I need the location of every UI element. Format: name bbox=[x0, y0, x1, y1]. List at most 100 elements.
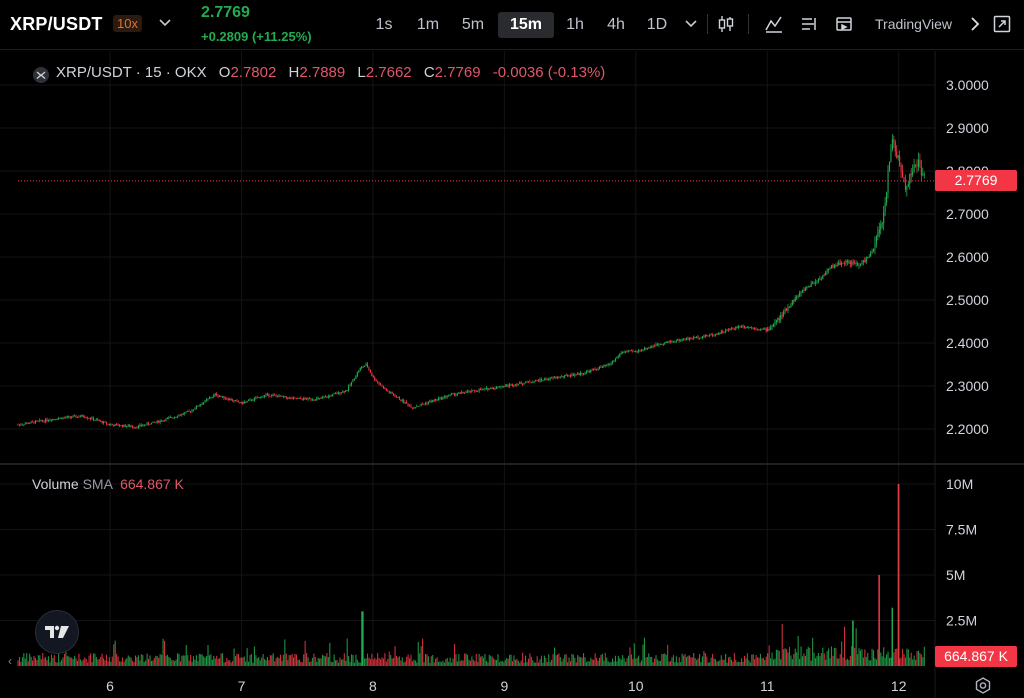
candle-body bbox=[777, 318, 779, 321]
volume-bar bbox=[429, 662, 431, 666]
volume-bar bbox=[887, 651, 889, 666]
candle-body bbox=[424, 403, 427, 404]
volume-bar bbox=[320, 658, 322, 666]
tab-1m[interactable]: 1m bbox=[416, 16, 440, 33]
candle-body bbox=[697, 336, 699, 339]
candle-body bbox=[549, 377, 551, 380]
candle-body bbox=[536, 380, 538, 381]
candle-body bbox=[165, 418, 167, 421]
volume-bar bbox=[407, 654, 409, 666]
candle-body bbox=[119, 425, 121, 427]
candle-body bbox=[867, 256, 869, 258]
volume-bar bbox=[893, 652, 895, 666]
volume-bar bbox=[171, 660, 173, 666]
volume-bar bbox=[648, 653, 650, 666]
candle-body bbox=[56, 419, 58, 421]
candle-body bbox=[803, 290, 805, 291]
candle-body bbox=[545, 378, 547, 380]
volume-bar bbox=[717, 661, 719, 666]
candle-body bbox=[632, 350, 634, 352]
candle-body bbox=[445, 396, 447, 398]
volume-bar bbox=[145, 660, 147, 666]
candle-body bbox=[153, 421, 155, 423]
volume-bar bbox=[836, 658, 838, 666]
volume-bar bbox=[546, 662, 548, 666]
volume-bar bbox=[598, 657, 601, 666]
candle-body bbox=[793, 300, 795, 302]
replay-icon[interactable] bbox=[833, 13, 855, 35]
volume-legend[interactable]: Volume SMA 664.867 K bbox=[32, 476, 184, 492]
fullscreen-icon[interactable] bbox=[991, 13, 1013, 35]
volume-bar bbox=[26, 653, 28, 666]
symbol-name[interactable]: XRP/USDT bbox=[10, 14, 103, 34]
legend-title[interactable]: XRP/USDT · 15 · OKX bbox=[56, 64, 207, 81]
tradingview-link[interactable]: TradingView bbox=[875, 16, 953, 32]
volume-bar bbox=[197, 660, 199, 666]
volume-bar bbox=[114, 640, 116, 666]
candle-body bbox=[626, 351, 628, 353]
volume-bar bbox=[674, 662, 676, 666]
chevron-left-icon[interactable]: ‹ bbox=[8, 654, 12, 668]
candle-body bbox=[670, 340, 672, 342]
volume-bar bbox=[342, 659, 344, 666]
legend-close-label: C bbox=[423, 64, 435, 81]
candle-body bbox=[584, 372, 586, 374]
volume-bar bbox=[203, 656, 205, 666]
candle-body bbox=[327, 396, 329, 398]
timeframe-chevron-down-icon[interactable] bbox=[680, 13, 702, 35]
candle-body bbox=[401, 399, 403, 401]
volume-bar bbox=[523, 662, 525, 666]
candle-body bbox=[500, 387, 502, 389]
volume-bar bbox=[781, 623, 783, 666]
volume-bar bbox=[530, 656, 532, 666]
tab-5m[interactable]: 5m bbox=[461, 16, 485, 33]
volume-bar bbox=[488, 654, 490, 666]
tab-1s[interactable]: 1s bbox=[375, 16, 393, 33]
volume-bar bbox=[47, 656, 50, 666]
volume-bar bbox=[617, 655, 619, 666]
ohlc-legend: XRP/USDT · 15 · OKX O2.7802 H2.7889 L2.7… bbox=[56, 64, 605, 81]
candle-body bbox=[464, 392, 466, 394]
candle-body bbox=[95, 419, 97, 421]
candle-body bbox=[733, 328, 735, 330]
tradingview-logo-icon[interactable] bbox=[35, 610, 79, 654]
time-axis[interactable]: 6 7 8 9 10 11 12 bbox=[106, 678, 907, 694]
candle-body bbox=[84, 416, 86, 418]
candle-body bbox=[564, 374, 566, 377]
candle-body bbox=[920, 166, 922, 176]
volume-bar bbox=[726, 662, 728, 666]
volume-bar bbox=[236, 653, 238, 666]
volume-bar bbox=[397, 657, 399, 666]
volume-bar bbox=[372, 659, 374, 666]
candle-body bbox=[778, 318, 780, 321]
candle-body bbox=[503, 386, 505, 388]
volume-bar bbox=[588, 661, 590, 666]
candle-body bbox=[551, 377, 553, 379]
tab-15m[interactable]: 15m bbox=[498, 12, 554, 38]
leverage-badge[interactable]: 10x bbox=[113, 15, 142, 32]
price-chart[interactable]: 3.00002.90002.80002.70002.60002.50002.40… bbox=[0, 51, 1024, 698]
candle-body bbox=[501, 386, 503, 388]
list-icon[interactable] bbox=[798, 13, 820, 35]
chevron-down-icon[interactable] bbox=[158, 12, 172, 32]
tab-1h[interactable]: 1h bbox=[566, 16, 584, 33]
volume-bar bbox=[649, 656, 651, 666]
volume-axis[interactable]: 10M 7.5M 5M 2.5M bbox=[946, 476, 977, 629]
tab-1d[interactable]: 1D bbox=[646, 16, 668, 33]
volume-bar bbox=[915, 659, 917, 666]
candle-body bbox=[448, 395, 450, 397]
volume-bar bbox=[833, 647, 835, 666]
candle-body bbox=[185, 411, 187, 413]
indicators-icon[interactable] bbox=[763, 13, 785, 35]
tab-4h[interactable]: 4h bbox=[607, 16, 625, 33]
volume-bar bbox=[201, 654, 203, 666]
candle-body bbox=[662, 343, 664, 345]
price-axis[interactable]: 3.00002.90002.80002.70002.60002.50002.40… bbox=[946, 77, 989, 437]
volume-bar bbox=[683, 655, 685, 666]
chevron-right-icon[interactable] bbox=[964, 13, 986, 35]
volume-bar bbox=[472, 659, 474, 666]
gear-icon[interactable] bbox=[973, 676, 993, 696]
candles-icon[interactable] bbox=[715, 13, 737, 35]
candle-body bbox=[142, 425, 144, 427]
candle-body bbox=[475, 391, 477, 392]
